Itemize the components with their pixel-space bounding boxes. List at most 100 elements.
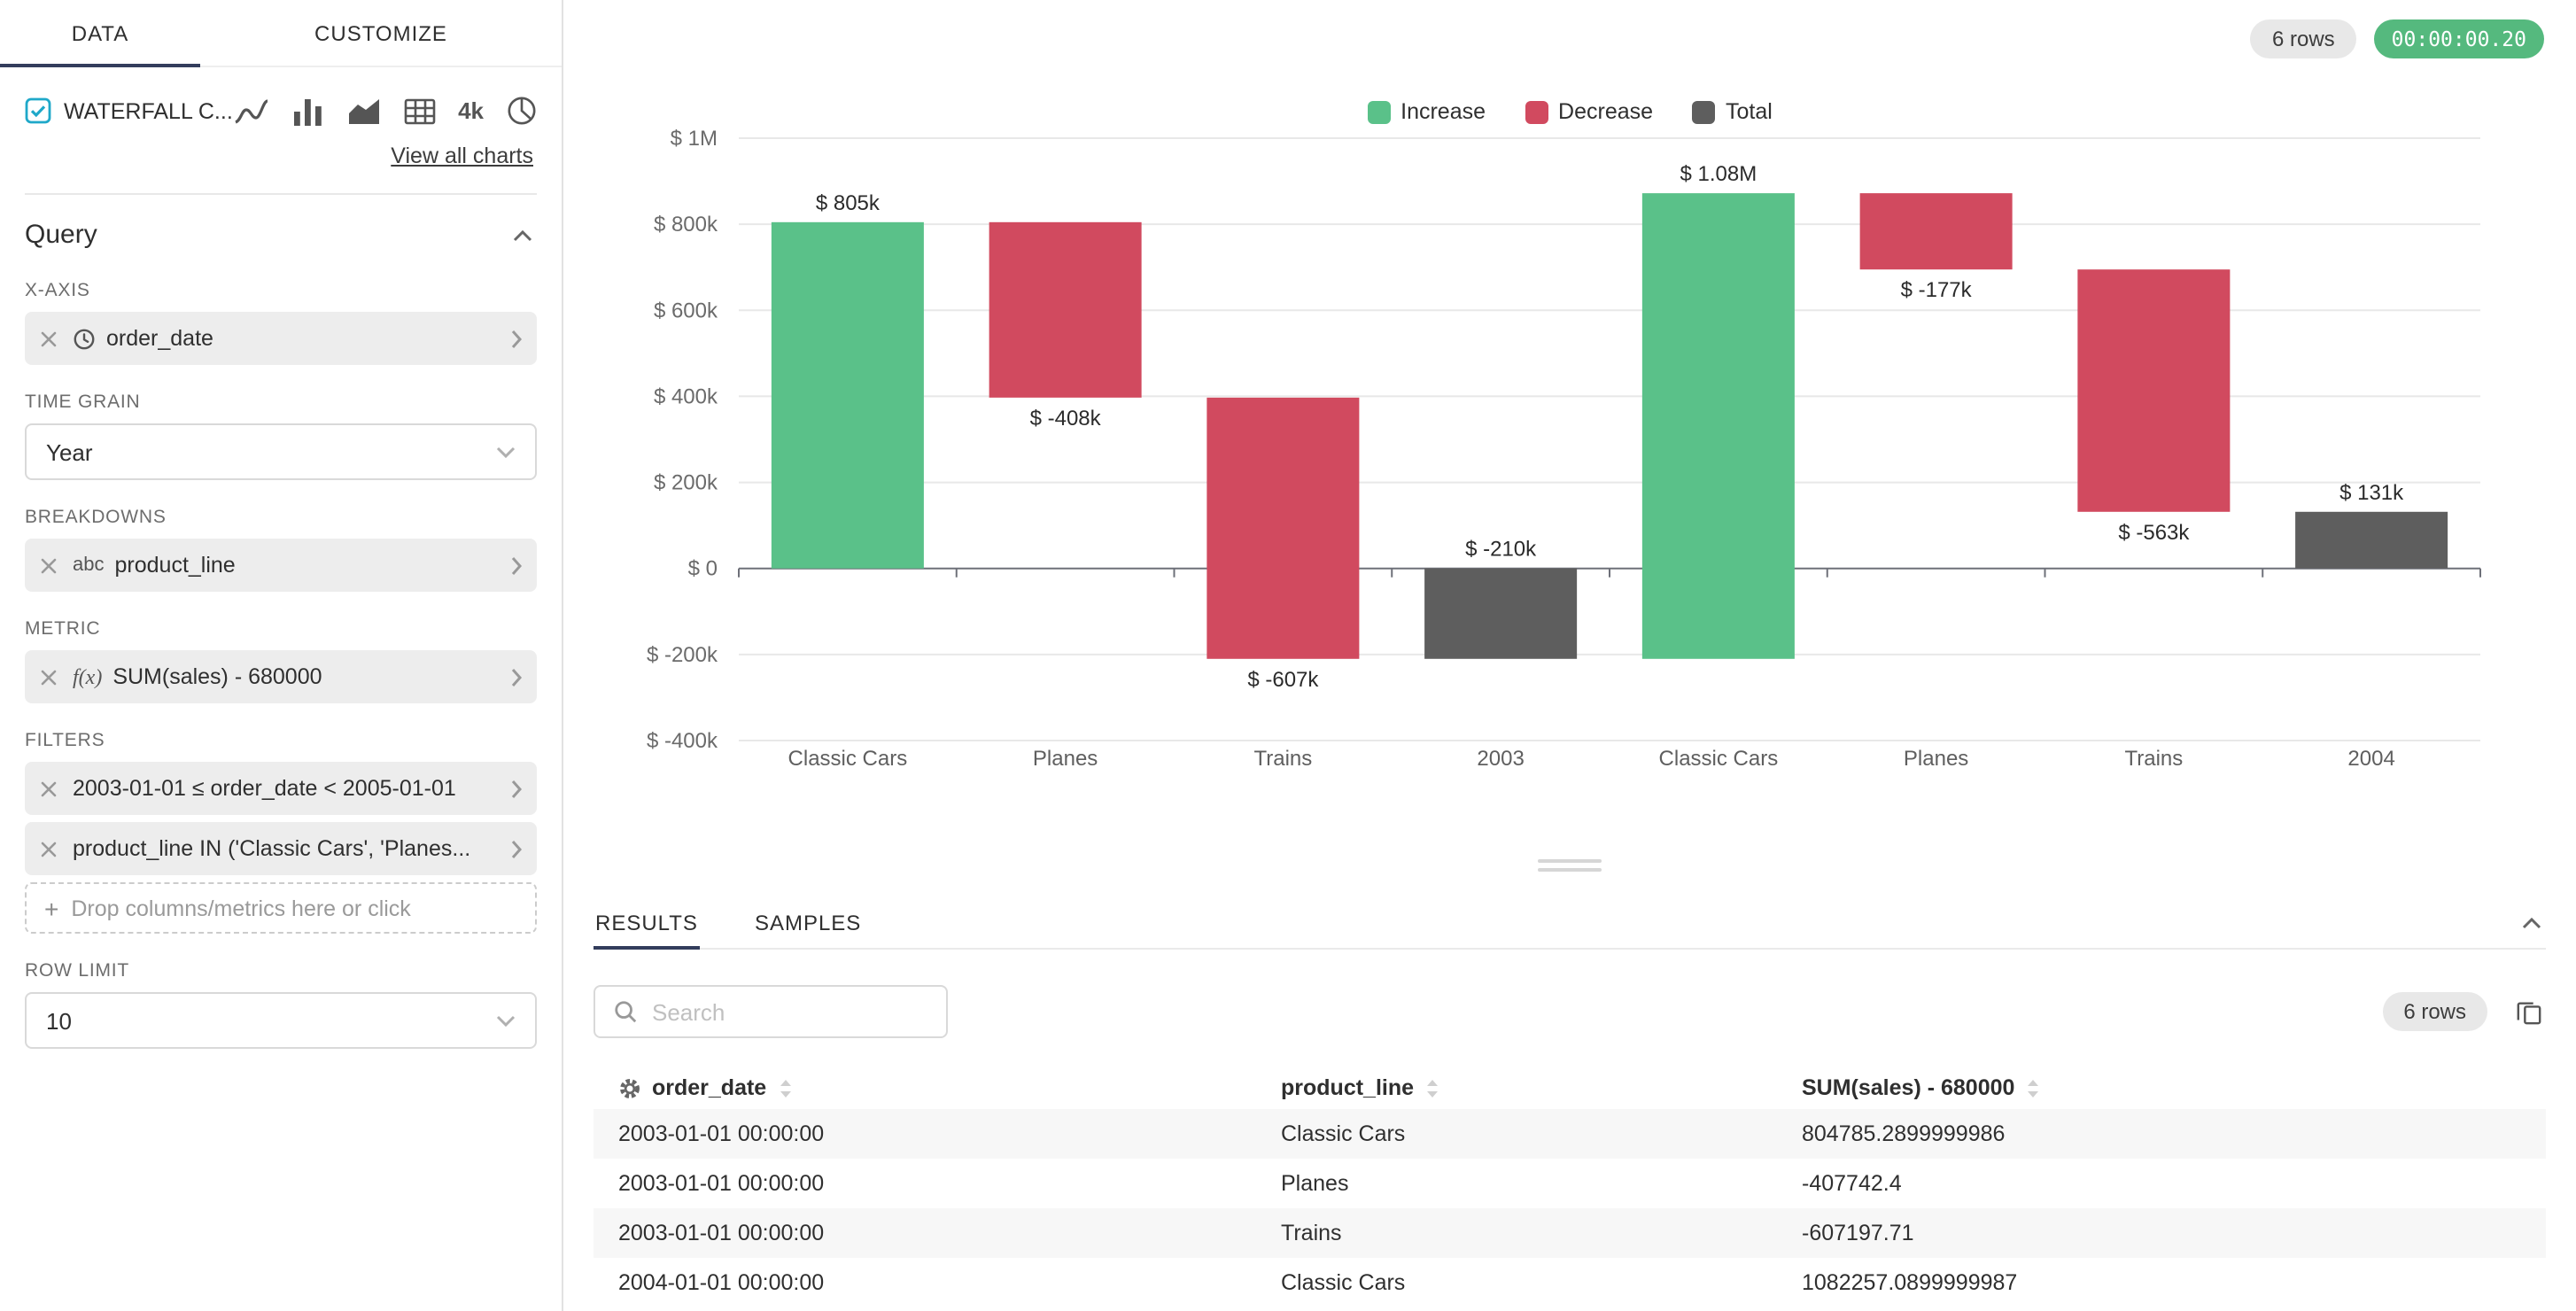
legend-item[interactable]: Total	[1692, 99, 1773, 124]
metric-value: SUM(sales) - 680000	[113, 664, 322, 689]
checkbox-checked-icon	[25, 97, 51, 124]
table-cell: 2003-01-01 00:00:00	[594, 1208, 1267, 1258]
table-cell: 2003-01-01 00:00:00	[618, 1171, 825, 1196]
plus-icon: +	[44, 894, 59, 922]
control-breakdowns: BREAKDOWNS abc product_line	[25, 507, 537, 592]
time-grain-select[interactable]: Year	[25, 423, 537, 480]
area-chart-icon[interactable]	[346, 97, 380, 125]
column-header[interactable]: order_date	[594, 1067, 1267, 1109]
svg-text:$ -400k: $ -400k	[647, 729, 718, 753]
row-limit-select[interactable]: 10	[25, 992, 537, 1049]
metric-pill[interactable]: f(x) SUM(sales) - 680000	[25, 650, 537, 703]
table-row: 2003-01-01 00:00:00 Classic Cars 804785.28…	[594, 1109, 2546, 1159]
remove-icon[interactable]	[41, 330, 57, 346]
chevron-right-icon	[510, 329, 523, 348]
table-icon[interactable]	[403, 97, 435, 125]
filter-pill[interactable]: product_line IN ('Classic Cars', 'Planes…	[25, 822, 537, 875]
sort-icon[interactable]	[2025, 1078, 2041, 1098]
panel-resize-handle[interactable]	[563, 787, 2576, 896]
search-icon	[613, 999, 638, 1024]
gear-icon[interactable]	[618, 1076, 641, 1099]
legend-swatch	[1525, 100, 1548, 123]
grip-line	[1538, 868, 1602, 872]
tab-samples-label: SAMPLES	[754, 910, 862, 935]
svg-text:Trains: Trains	[1253, 747, 1312, 771]
divider	[25, 193, 537, 195]
query-section-title: Query	[25, 220, 97, 250]
chart-legend: Increase Decrease Total	[563, 99, 2576, 124]
waterfall-chart: Increase Decrease Total $ 1M $ 800k $ 600k $ …	[563, 62, 2576, 787]
current-viz-type[interactable]: WATERFALL C...	[25, 97, 233, 124]
x-axis-pill[interactable]: order_date	[25, 312, 537, 365]
legend-item[interactable]: Decrease	[1525, 99, 1653, 124]
remove-icon[interactable]	[41, 669, 57, 685]
filter-pill-list: 2003-01-01 ≤ order_date < 2005-01-01 prod…	[25, 762, 537, 875]
chevron-down-icon	[496, 1014, 516, 1027]
table-cell: 2003-01-01 00:00:00	[594, 1109, 1267, 1159]
row-count-badge: 6 rows	[2250, 19, 2356, 59]
table-row: 2004-01-01 00:00:00 Classic Cars 1082257.0…	[594, 1258, 2546, 1307]
grip-line	[1538, 859, 1602, 863]
tab-data-label: DATA	[71, 20, 129, 45]
remove-icon[interactable]	[41, 780, 57, 796]
svg-text:$ -210k: $ -210k	[1465, 538, 1537, 562]
chevron-right-icon	[510, 839, 523, 858]
legend-swatch	[1367, 100, 1391, 123]
tab-samples[interactable]: SAMPLES	[753, 896, 863, 948]
column-header[interactable]: product_line	[1267, 1067, 1788, 1109]
waterfall-chart-canvas[interactable]: $ 1M $ 800k $ 600k $ 400k $ 200k $ 0 $ -200k $ …	[563, 78, 2574, 787]
svg-text:Trains: Trains	[2124, 747, 2183, 771]
copy-icon[interactable]	[2512, 995, 2546, 1028]
results-toolbar: 6 rows	[594, 985, 2546, 1038]
tab-results[interactable]: RESULTS	[594, 896, 700, 950]
results-panel: RESULTS SAMPLES 6 rows	[563, 896, 2576, 1311]
breakdowns-value: product_line	[114, 553, 236, 578]
svg-text:$ 800k: $ 800k	[654, 213, 718, 237]
clock-icon	[73, 327, 96, 350]
legend-label: Decrease	[1558, 99, 1654, 124]
remove-icon[interactable]	[41, 841, 57, 857]
search-box[interactable]	[594, 985, 948, 1038]
remove-icon[interactable]	[41, 557, 57, 573]
collapse-query-icon[interactable]	[512, 228, 533, 242]
sort-icon[interactable]	[1424, 1078, 1440, 1098]
legend-label: Increase	[1401, 99, 1486, 124]
filter-pill[interactable]: 2003-01-01 ≤ order_date < 2005-01-01	[25, 762, 537, 815]
column-header[interactable]: SUM(sales) - 680000	[1788, 1067, 2546, 1109]
svg-text:$ 600k: $ 600k	[654, 299, 718, 322]
function-icon: f(x)	[73, 663, 103, 688]
svg-text:$ 805k: $ 805k	[816, 191, 881, 215]
filter-value: 2003-01-01 ≤ order_date < 2005-01-01	[73, 776, 456, 801]
bar-chart-icon[interactable]	[291, 97, 323, 125]
svg-text:$ 1.08M: $ 1.08M	[1680, 162, 1757, 186]
svg-text:2003: 2003	[1477, 747, 1524, 771]
table-cell: -407742.4	[1802, 1171, 1902, 1196]
tab-customize-label: CUSTOMIZE	[314, 20, 447, 45]
search-input[interactable]	[652, 998, 928, 1025]
line-chart-icon[interactable]	[233, 97, 268, 125]
big-number-icon[interactable]: 4k	[458, 97, 484, 124]
control-filters: FILTERS 2003-01-01 ≤ order_date < 2005-0…	[25, 730, 537, 934]
table-cell: Classic Cars	[1267, 1109, 1788, 1159]
metric-label: METRIC	[25, 618, 101, 640]
drop-columns-zone[interactable]: + Drop columns/metrics here or click	[25, 882, 537, 934]
control-row-limit: ROW LIMIT 10	[25, 960, 537, 1049]
tab-customize[interactable]: CUSTOMIZE	[200, 0, 562, 66]
svg-text:Classic Cars: Classic Cars	[788, 747, 908, 771]
view-all-charts-link[interactable]: View all charts	[391, 144, 533, 168]
collapse-results-button[interactable]	[2518, 911, 2546, 933]
table-cell: Classic Cars	[1281, 1270, 1406, 1295]
tab-data[interactable]: DATA	[0, 0, 200, 67]
legend-item[interactable]: Increase	[1367, 99, 1486, 124]
breakdowns-label: BREAKDOWNS	[25, 507, 167, 528]
sort-icon[interactable]	[777, 1078, 793, 1098]
chevron-up-icon	[2522, 916, 2541, 928]
filter-value: product_line IN ('Classic Cars', 'Planes…	[73, 836, 471, 861]
pie-chart-icon[interactable]	[507, 96, 537, 126]
breakdowns-pill[interactable]: abc product_line	[25, 539, 537, 592]
panel-tabs: DATA CUSTOMIZE	[0, 0, 562, 67]
legend-swatch	[1692, 100, 1716, 123]
text-type-icon: abc	[73, 555, 105, 576]
svg-text:$ -607k: $ -607k	[1247, 668, 1319, 692]
table-row: 2003-01-01 00:00:00 Planes -407742.4	[594, 1159, 2546, 1208]
